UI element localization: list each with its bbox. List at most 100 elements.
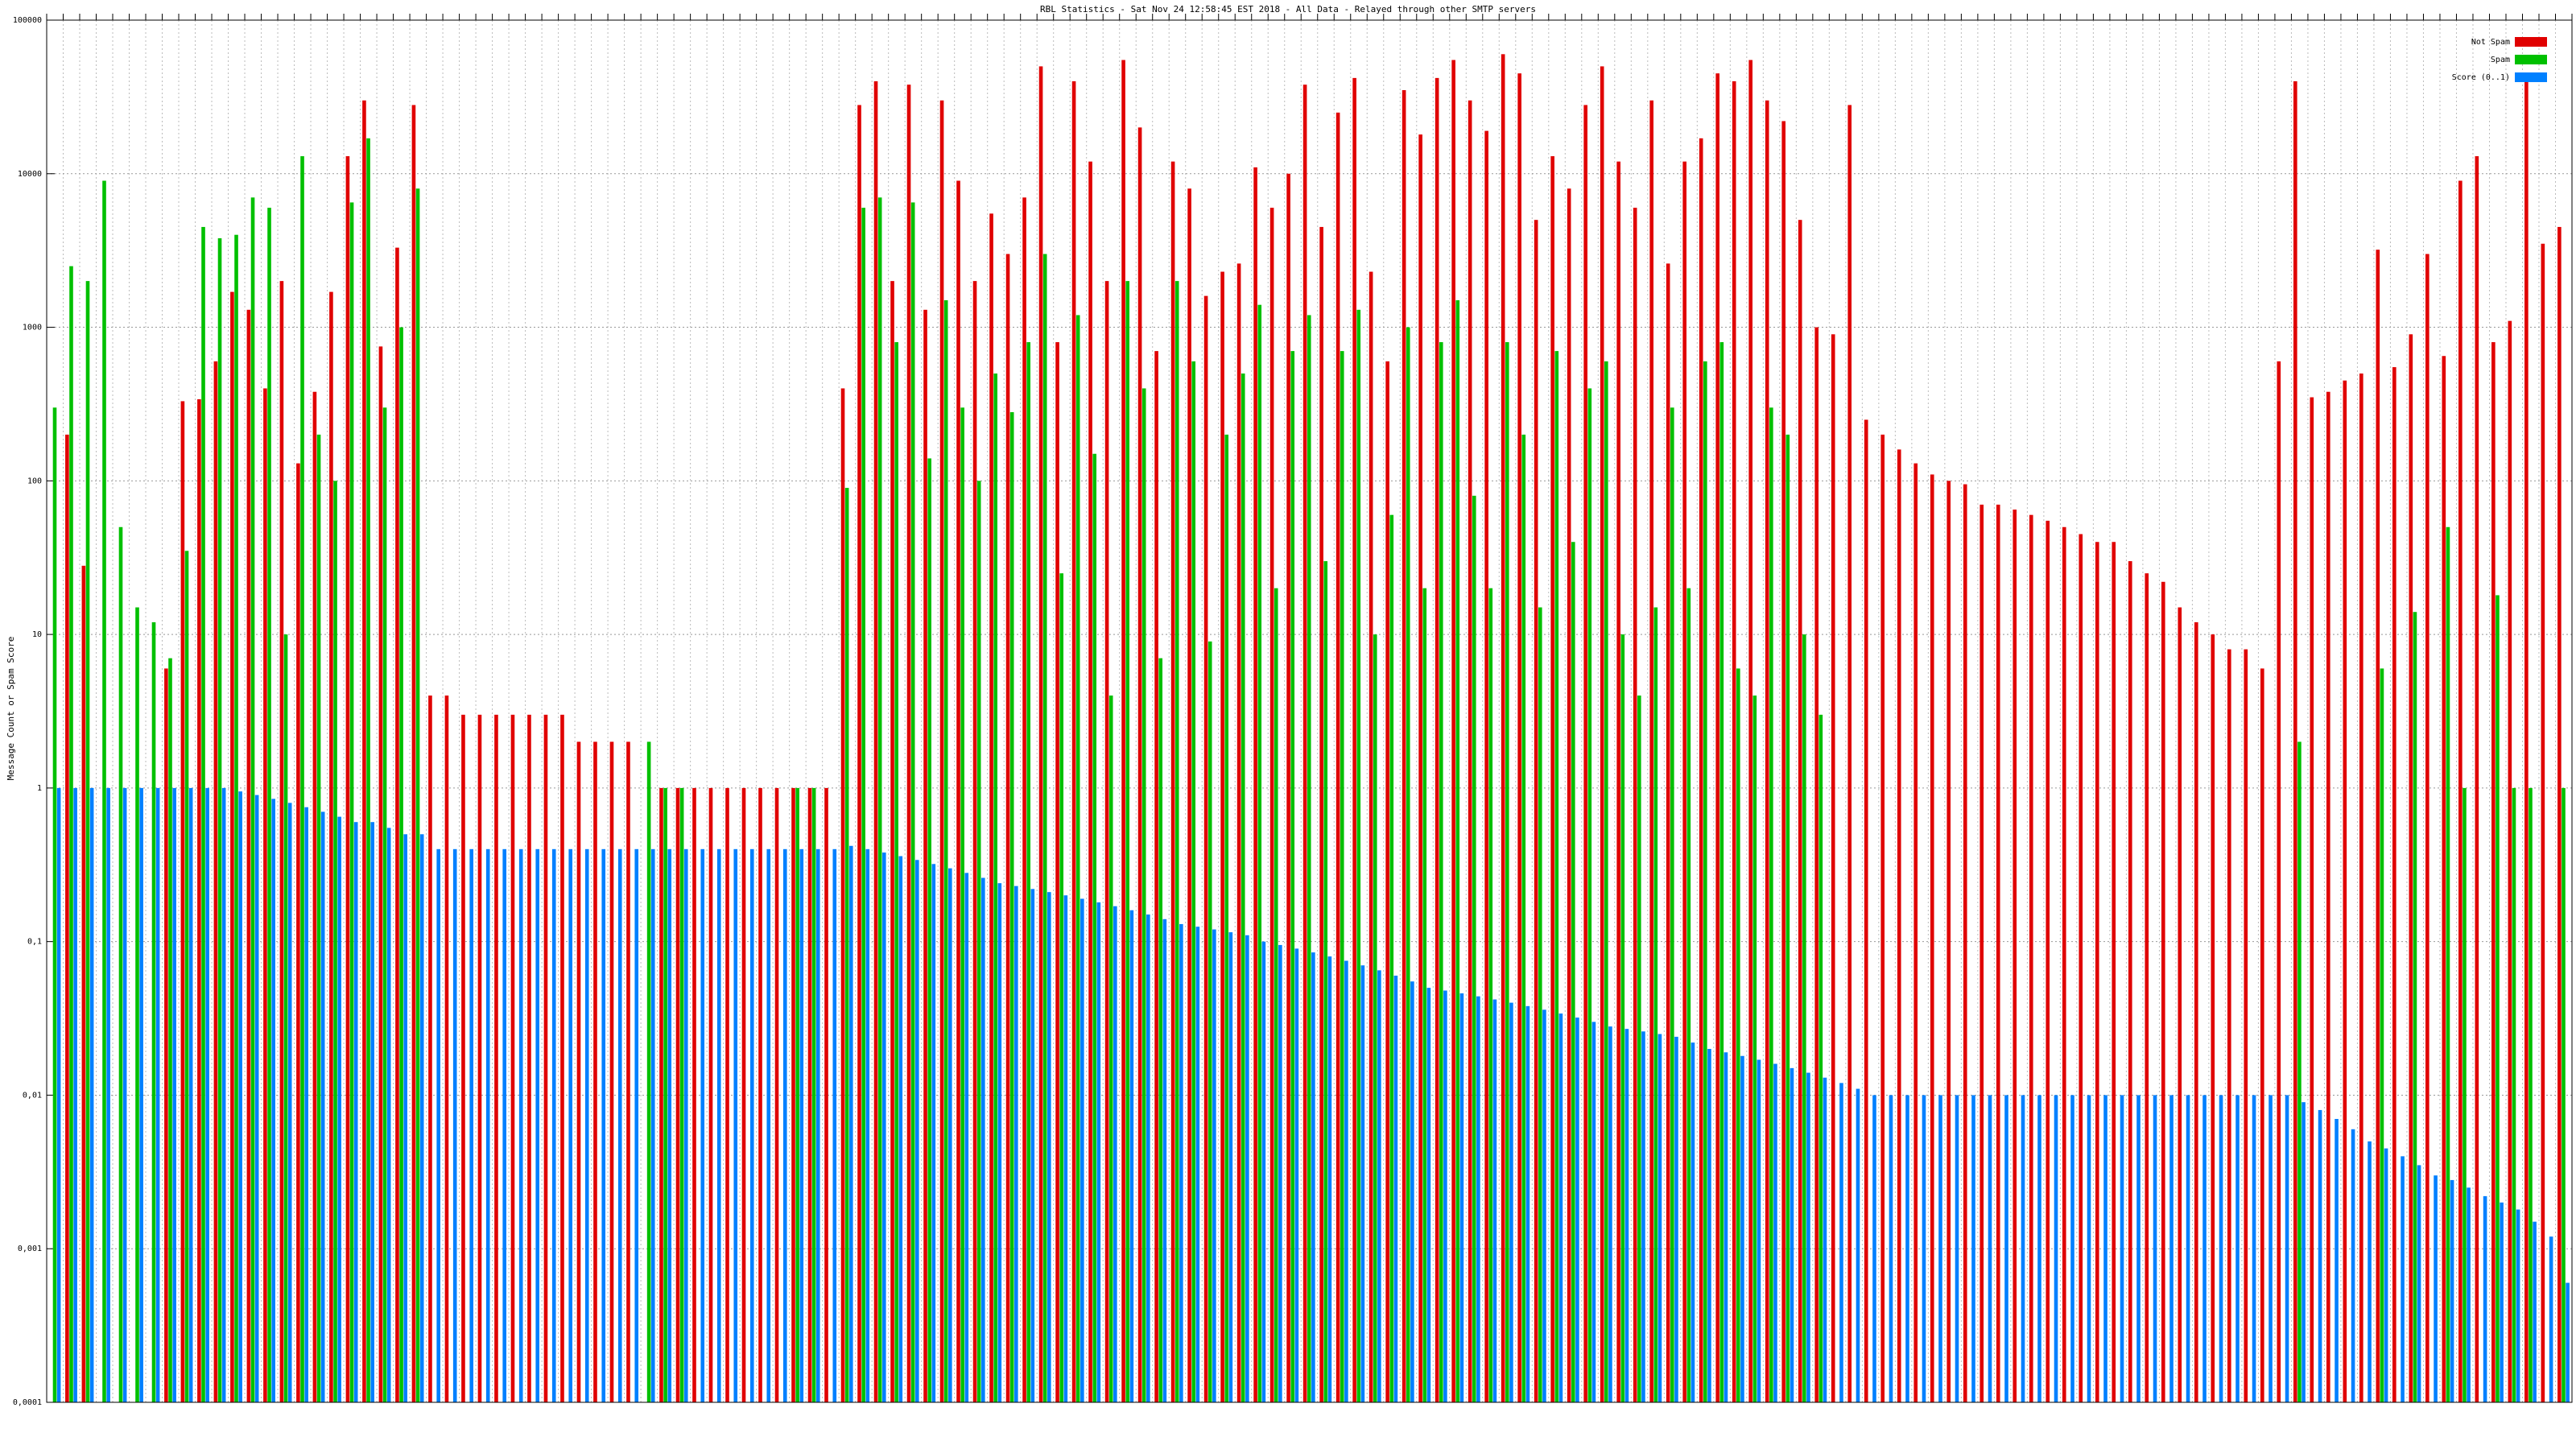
bar [1261,941,1266,1402]
bar [1905,1095,1909,1402]
bar [1455,299,1460,1403]
bar [320,811,325,1402]
bar [1063,895,1068,1402]
bar [1686,588,1691,1402]
bar [2351,1129,2355,1402]
bar [1075,315,1080,1403]
bar [1307,315,1311,1403]
bar [452,848,457,1402]
bar [1802,634,1806,1402]
bar [976,481,981,1403]
bar [1521,434,1526,1402]
bar [1224,434,1229,1402]
bar [1703,361,1707,1402]
bar [1047,892,1051,1402]
bar [1269,208,1274,1403]
bar [69,266,73,1402]
bar [1616,161,1620,1402]
bar [832,848,837,1402]
bar [436,848,441,1402]
bar [1088,161,1092,1402]
bar [2120,1095,2124,1402]
bar [2549,1236,2553,1402]
bar [2029,514,2033,1402]
bar [1146,914,1150,1402]
bar [2334,1118,2339,1402]
bar [2491,342,2496,1402]
bar [151,622,156,1402]
bar [2037,1095,2041,1402]
bar [2310,397,2314,1402]
bar [1880,434,1885,1402]
bar [2557,226,2562,1402]
bar [2462,787,2467,1402]
bar [172,787,176,1402]
bar [1096,902,1101,1402]
bar [861,208,865,1403]
bar [1542,1009,1546,1402]
bar [1113,906,1117,1402]
bar [2500,1202,2504,1402]
bar [795,787,799,1402]
bar [2277,361,2281,1402]
bar [85,281,90,1402]
bar [1930,474,1934,1402]
bar [716,848,721,1402]
bar [2533,1221,2537,1402]
bar [683,848,688,1402]
bar [1121,60,1125,1402]
bar [1492,999,1497,1402]
bar [2425,254,2429,1402]
bar [1670,407,1674,1402]
bar [1554,351,1559,1402]
y-tick-label: 100 [27,477,42,485]
bar [1302,85,1307,1402]
bar [1352,77,1356,1403]
bar [1847,105,1852,1402]
bar [993,373,997,1403]
bar [197,398,201,1402]
chart-title: RBL Statistics - Sat Nov 24 12:58:45 EST… [1040,4,1536,14]
bar [2285,1095,2289,1402]
bar [2359,373,2363,1403]
bar [1220,271,1224,1403]
bar [865,848,870,1402]
bar [873,80,878,1403]
bar [283,634,288,1402]
bar [2508,320,2512,1403]
bar [106,787,110,1402]
bar [378,346,383,1402]
legend-swatch [2515,37,2547,47]
bar [81,565,86,1403]
bar [2070,1095,2074,1402]
bar [254,795,259,1402]
bar [1604,361,1608,1402]
bar [560,714,564,1402]
bar [230,291,234,1402]
bar [287,803,292,1402]
bar [1154,351,1158,1402]
bar [1005,254,1010,1402]
bar [811,787,816,1402]
bar [271,799,275,1402]
bar [2054,1095,2058,1402]
bar [749,848,754,1402]
bar [411,105,416,1402]
legend-label: Score (0..1) [2452,73,2510,82]
bar [1340,351,1344,1402]
bar [791,787,795,1402]
bar [2252,1095,2256,1402]
bar [56,787,61,1402]
bar [349,202,354,1403]
bar [848,845,853,1402]
bar [815,848,820,1402]
bar [1752,696,1757,1402]
bar [2260,668,2264,1402]
bar [939,100,944,1402]
bar [1715,73,1720,1403]
bar [1294,948,1299,1402]
bar [1979,504,1984,1402]
bar [914,860,919,1402]
bar [584,848,589,1402]
bar [1451,60,1455,1402]
